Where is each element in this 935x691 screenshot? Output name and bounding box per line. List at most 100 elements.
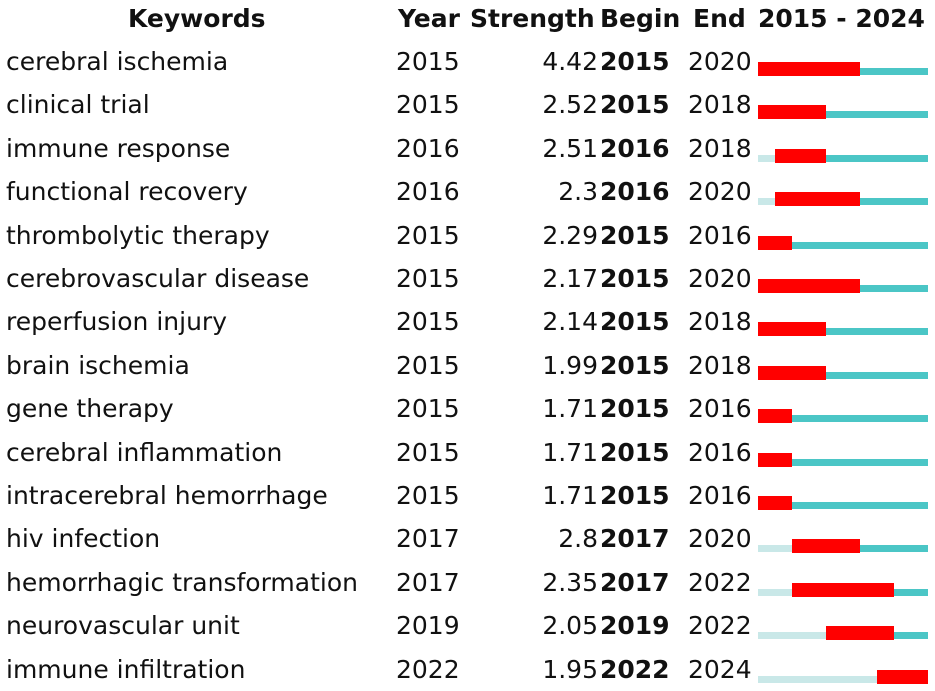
timeline-present-segment: [860, 285, 928, 292]
keyword-label: intracerebral hemorrhage: [6, 481, 328, 510]
end-value: 2016: [688, 220, 752, 250]
begin-value: 2016: [600, 133, 670, 163]
burst-timeline: [758, 582, 928, 597]
burst-segment: [758, 496, 792, 510]
year-value: 2015: [396, 90, 460, 120]
burst-segment: [758, 62, 860, 76]
end-value: 2018: [688, 307, 752, 337]
strength-value: 1.71: [542, 394, 598, 424]
burst-timeline: [758, 322, 928, 337]
burst-timeline: [758, 235, 928, 250]
begin-value: 2015: [600, 307, 670, 337]
header-strength: Strength: [470, 4, 595, 33]
table-row: intracerebral hemorrhage 2015 1.71 2015 2016: [0, 474, 935, 517]
burst-segment: [758, 452, 792, 467]
burst-segment: [758, 409, 792, 424]
timeline-absent-segment: [758, 632, 826, 640]
begin-value: 2015: [600, 394, 670, 424]
table-row: functional recovery 2016 2.3 2016 2020: [0, 170, 935, 213]
table-row: neurovascular unit 2019 2.05 2019 2022: [0, 604, 935, 647]
burst-segment: [877, 669, 928, 684]
strength-value: 4.42: [542, 47, 598, 76]
timeline-absent-segment: [758, 588, 792, 596]
keyword-label: functional recovery: [6, 177, 248, 207]
timeline-present-segment: [860, 68, 928, 75]
timeline-present-segment: [826, 111, 928, 119]
keyword-label: neurovascular unit: [6, 611, 240, 641]
end-value: 2018: [688, 133, 752, 163]
end-value: 2020: [688, 177, 752, 207]
burst-segment: [775, 192, 860, 207]
table-row: cerebrovascular disease 2015 2.17 2015 2020: [0, 257, 935, 300]
keyword-label: brain ischemia: [6, 350, 190, 380]
keyword-label: cerebrovascular disease: [6, 264, 310, 293]
burst-segment: [775, 148, 826, 163]
timeline-present-segment: [792, 415, 928, 423]
keyword-label: hiv infection: [6, 524, 161, 554]
end-value: 2018: [688, 350, 752, 380]
strength-value: 2.52: [542, 90, 598, 120]
table-row: cerebral ischemia 2015 4.42 2015 2020: [0, 40, 935, 83]
end-value: 2016: [688, 437, 752, 467]
keyword-label: immune infiltration: [6, 654, 246, 684]
strength-value: 2.8: [558, 524, 598, 554]
burst-segment: [826, 626, 894, 641]
table-row: hiv infection 2017 2.8 2017 2020: [0, 517, 935, 560]
strength-value: 2.05: [542, 611, 598, 641]
end-value: 2018: [688, 90, 752, 120]
timeline-present-segment: [826, 154, 928, 162]
year-value: 2015: [396, 437, 460, 467]
keyword-label: hemorrhagic transformation: [6, 567, 358, 597]
burst-timeline: [758, 148, 928, 163]
timeline-present-segment: [792, 502, 928, 509]
burst-segment: [758, 279, 860, 293]
strength-value: 2.29: [542, 220, 598, 250]
burst-timeline: [758, 539, 928, 554]
begin-value: 2015: [600, 47, 670, 76]
keyword-label: gene therapy: [6, 394, 174, 424]
strength-value: 1.71: [542, 481, 598, 510]
timeline-absent-segment: [758, 675, 877, 683]
year-value: 2017: [396, 524, 460, 554]
year-value: 2019: [396, 611, 460, 641]
table-row: hemorrhagic transformation 2017 2.35 2017 20…: [0, 561, 935, 604]
year-value: 2015: [396, 47, 460, 76]
strength-value: 2.35: [542, 567, 598, 597]
strength-value: 1.99: [542, 350, 598, 380]
begin-value: 2015: [600, 90, 670, 120]
begin-value: 2015: [600, 264, 670, 293]
table-row: immune infiltration 2022 1.95 2022 2024: [0, 648, 935, 691]
year-value: 2016: [396, 133, 460, 163]
timeline-present-segment: [860, 198, 928, 206]
year-value: 2015: [396, 394, 460, 424]
burst-segment: [758, 235, 792, 250]
end-value: 2020: [688, 47, 752, 76]
burst-timeline: [758, 669, 928, 684]
timeline-present-segment: [826, 371, 928, 379]
header-range: 2015 - 2024: [758, 4, 925, 33]
begin-value: 2015: [600, 350, 670, 380]
burst-segment: [758, 365, 826, 380]
table-row: gene therapy 2015 1.71 2015 2016: [0, 387, 935, 430]
strength-value: 1.95: [542, 654, 598, 684]
table-row: brain ischemia 2015 1.99 2015 2018: [0, 344, 935, 387]
timeline-present-segment: [792, 458, 928, 466]
begin-value: 2017: [600, 524, 670, 554]
year-value: 2015: [396, 350, 460, 380]
header-keywords: Keywords: [128, 4, 266, 33]
end-value: 2022: [688, 611, 752, 641]
timeline-absent-segment: [758, 154, 775, 162]
keyword-label: clinical trial: [6, 90, 150, 120]
keyword-label: cerebral ischemia: [6, 47, 229, 76]
end-value: 2020: [688, 264, 752, 293]
strength-value: 2.3: [558, 177, 598, 207]
year-value: 2015: [396, 220, 460, 250]
header-begin: Begin: [600, 4, 681, 33]
timeline-absent-segment: [758, 545, 792, 553]
burst-timeline: [758, 496, 928, 510]
begin-value: 2015: [600, 481, 670, 510]
burst-timeline: [758, 192, 928, 207]
end-value: 2024: [688, 654, 752, 684]
table-row: immune response 2016 2.51 2016 2018: [0, 127, 935, 170]
burst-timeline: [758, 62, 928, 76]
